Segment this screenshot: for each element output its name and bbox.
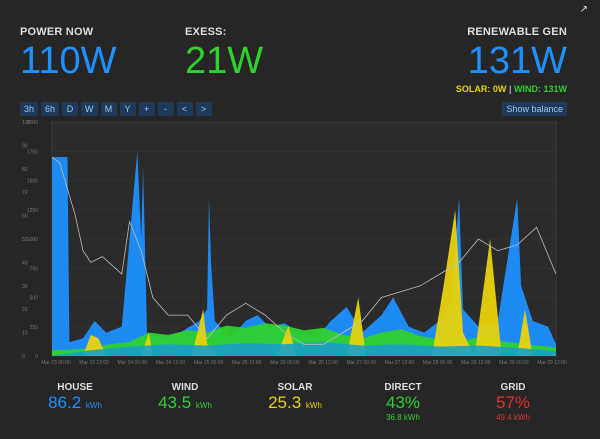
power-chart[interactable]: 2000 1750 1500 1250 1000 750 500 250 0 100 90 80 70 6… bbox=[20, 118, 570, 370]
x-tick-label: Mar 24 12:00 bbox=[156, 360, 186, 366]
range-6h-button[interactable]: 6h bbox=[41, 102, 60, 116]
expand-icon[interactable]: ↗ bbox=[579, 4, 588, 15]
pan-right-button[interactable]: > bbox=[195, 102, 212, 116]
stat-house-value: 86.2 kWh bbox=[48, 393, 102, 412]
y-tick-label: 500 bbox=[30, 296, 39, 302]
y2-tick-label: 20 bbox=[22, 307, 28, 313]
pan-left-button[interactable]: < bbox=[176, 102, 193, 116]
stat-solar-value: 25.3 kWh bbox=[268, 393, 322, 412]
solar-now: SOLAR: 0W bbox=[455, 84, 507, 94]
stat-wind-value: 43.5 kWh bbox=[158, 393, 212, 412]
x-tick-label: Mar 26 00:00 bbox=[270, 360, 300, 366]
y2-tick-label: 50 bbox=[22, 237, 28, 243]
stat-direct-value: 43% bbox=[385, 393, 421, 412]
renewable-panel: RENEWABLE GEN 131W SOLAR: 0W | WIND: 131… bbox=[456, 26, 567, 94]
stat-grid: GRID 57% 49.4 kWh bbox=[458, 382, 568, 422]
exess-value: 21W bbox=[185, 40, 264, 82]
stat-wind-label: WIND bbox=[171, 382, 199, 393]
direct-series bbox=[52, 342, 556, 356]
stat-wind: WIND 43.5 kWh bbox=[130, 382, 240, 413]
exess-panel: EXESS: 21W bbox=[185, 26, 263, 80]
power-now-label: POWER NOW bbox=[20, 26, 94, 38]
y2-tick-label: 0 bbox=[22, 354, 25, 360]
stat-direct: DIRECT 43% 36.8 kWh bbox=[348, 382, 458, 422]
x-tick-label: Mar 29 12:00 bbox=[537, 360, 567, 366]
zoom-in-button[interactable]: + bbox=[138, 102, 155, 116]
y-tick-label: 0 bbox=[35, 354, 38, 360]
x-tick-label: Mar 28 12:00 bbox=[461, 360, 491, 366]
power-chart-svg: 2000175015001250100075050025001009080706… bbox=[22, 120, 567, 366]
y-tick-label: 1750 bbox=[27, 149, 38, 155]
x-tick-label: Mar 24 00:00 bbox=[118, 360, 148, 366]
solar-series bbox=[52, 209, 556, 356]
stat-grid-value: 57% bbox=[495, 393, 531, 412]
show-balance-button[interactable]: Show balance bbox=[502, 102, 567, 116]
x-tick-label: Mar 25 00:00 bbox=[194, 360, 224, 366]
y-tick-label: 2000 bbox=[27, 120, 38, 126]
y2-tick-label: 100 bbox=[22, 120, 31, 126]
x-tick-label: Mar 23 00:00 bbox=[41, 360, 71, 366]
x-tick-label: Mar 23 12:00 bbox=[79, 360, 109, 366]
separator: | bbox=[508, 84, 512, 94]
range-day-button[interactable]: D bbox=[62, 102, 79, 116]
y-tick-label: 1500 bbox=[27, 179, 38, 185]
y2-tick-label: 40 bbox=[22, 260, 28, 266]
y2-tick-label: 70 bbox=[22, 190, 28, 196]
x-tick-label: Mar 28 00:00 bbox=[423, 360, 453, 366]
range-year-button[interactable]: Y bbox=[119, 102, 136, 116]
stat-direct-sub: 36.8 kWh bbox=[386, 413, 420, 422]
y-tick-label: 250 bbox=[30, 325, 39, 331]
stat-grid-sub: 49.4 kWh bbox=[496, 413, 530, 422]
renewable-breakdown: SOLAR: 0W | WIND: 131W bbox=[456, 84, 567, 94]
stat-direct-label: DIRECT bbox=[384, 382, 422, 393]
y2-tick-label: 10 bbox=[22, 331, 28, 337]
range-toolbar: 3h 6h D W M Y + - < > bbox=[20, 102, 212, 116]
zoom-out-button[interactable]: - bbox=[157, 102, 174, 116]
power-now-panel: POWER NOW 110W bbox=[20, 26, 116, 80]
exess-label: EXESS: bbox=[185, 26, 227, 38]
renewable-label: RENEWABLE GEN bbox=[467, 26, 567, 38]
y2-tick-label: 30 bbox=[22, 284, 28, 290]
stat-house: HOUSE 86.2 kWh bbox=[20, 382, 130, 413]
y2-tick-label: 90 bbox=[22, 143, 28, 149]
renewable-value: 131W bbox=[467, 40, 567, 82]
range-week-button[interactable]: W bbox=[81, 102, 98, 116]
y-tick-label: 1000 bbox=[27, 237, 38, 243]
x-tick-label: Mar 25 12:00 bbox=[232, 360, 262, 366]
x-tick-label: Mar 27 00:00 bbox=[346, 360, 376, 366]
x-tick-label: Mar 27 12:00 bbox=[385, 360, 415, 366]
range-3h-button[interactable]: 3h bbox=[20, 102, 39, 116]
x-tick-label: Mar 26 12:00 bbox=[308, 360, 338, 366]
stat-grid-label: GRID bbox=[500, 382, 526, 393]
y-tick-label: 1250 bbox=[27, 208, 38, 214]
x-tick-label: Mar 29 00:00 bbox=[499, 360, 529, 366]
wind-now: WIND: 131W bbox=[513, 84, 567, 94]
balance-line bbox=[51, 156, 557, 345]
power-now-value: 110W bbox=[20, 40, 117, 82]
range-month-button[interactable]: M bbox=[100, 102, 117, 116]
y-tick-label: 750 bbox=[30, 266, 39, 272]
y2-tick-label: 60 bbox=[22, 214, 28, 220]
stat-house-label: HOUSE bbox=[57, 382, 93, 393]
stat-solar: SOLAR 25.3 kWh bbox=[240, 382, 350, 413]
y2-tick-label: 80 bbox=[22, 167, 28, 173]
stat-solar-label: SOLAR bbox=[277, 382, 313, 393]
